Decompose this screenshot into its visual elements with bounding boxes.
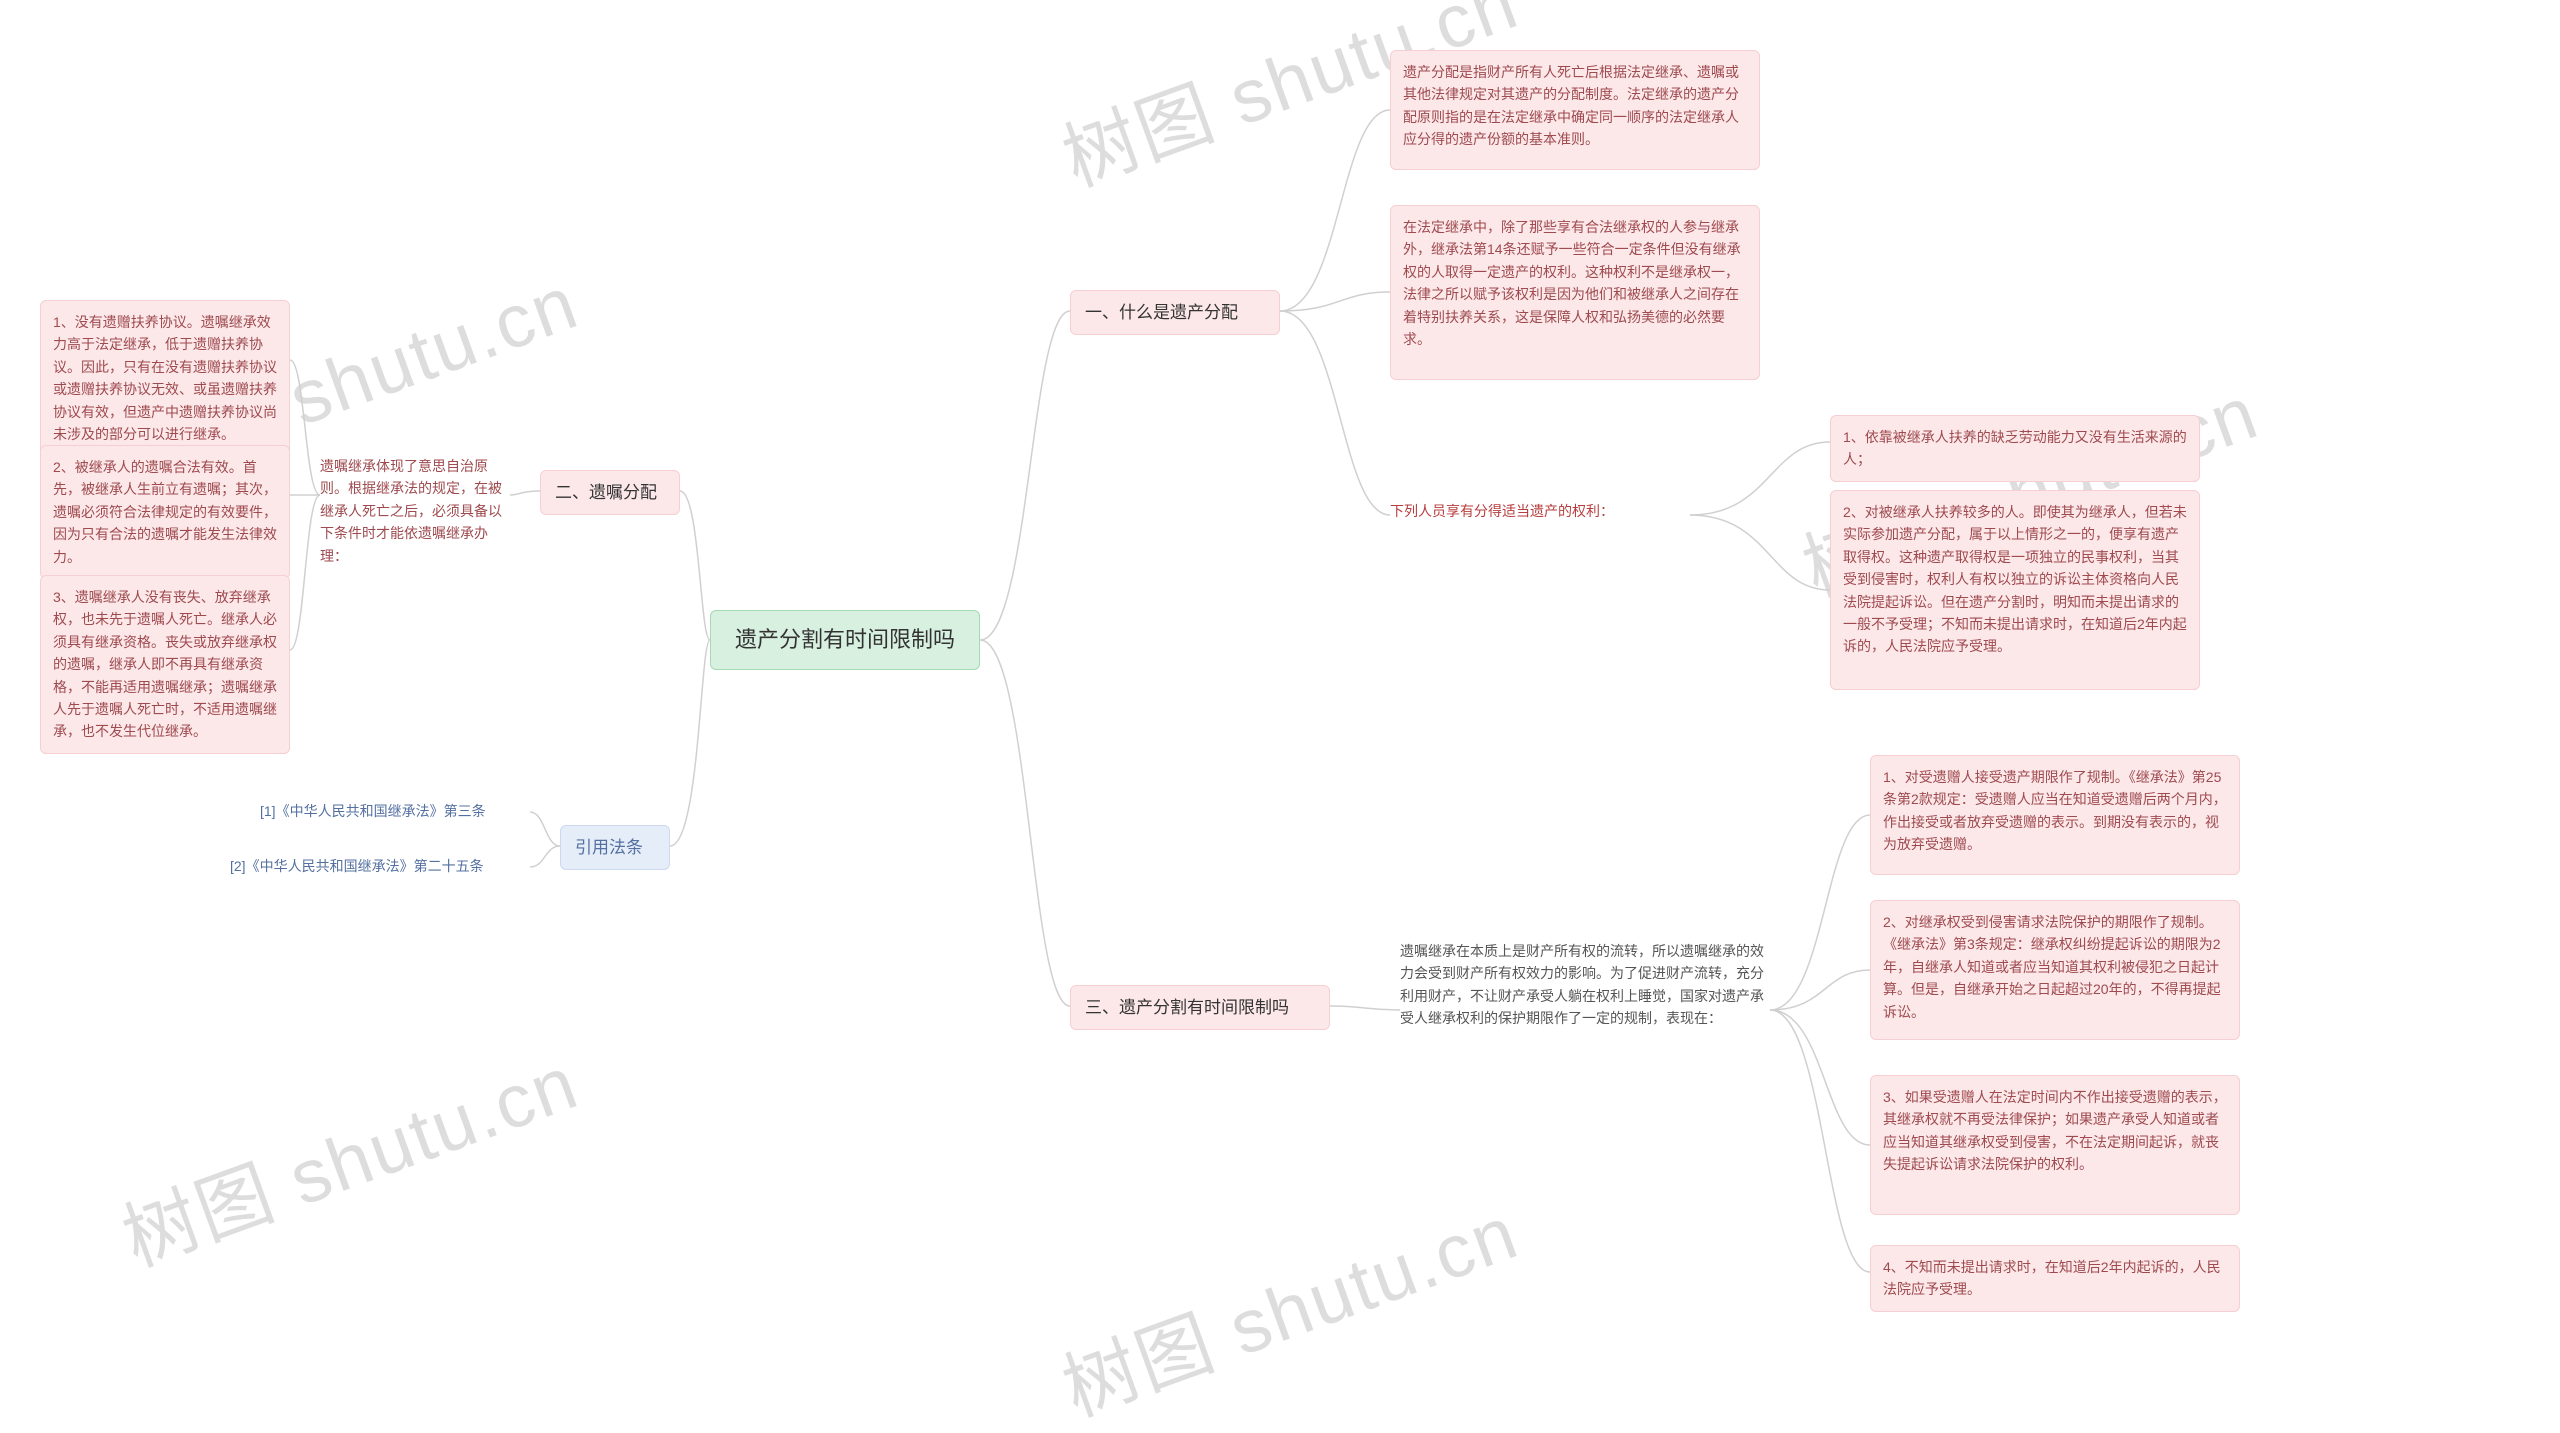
node-text: 2、对继承权受到侵害请求法院保护的期限作了规制。《继承法》第3条规定：继承权纠纷… [1883,914,2221,1020]
node-text: 遗产分配是指财产所有人死亡后根据法定继承、遗嘱或其他法律规定对其遗产的分配制度。… [1403,64,1739,147]
node-text: 遗嘱继承在本质上是财产所有权的流转，所以遗嘱继承的效力会受到财产所有权效力的影响… [1400,943,1764,1026]
mindmap-node: 1、没有遗赠扶养协议。遗嘱继承效力高于法定继承，低于遗赠扶养协议。因此，只有在没… [40,300,290,456]
mindmap-node: 引用法条 [560,825,670,870]
mindmap-node: 三、遗产分割有时间限制吗 [1070,985,1330,1030]
mindmap-text-node: 遗嘱继承在本质上是财产所有权的流转，所以遗嘱继承的效力会受到财产所有权效力的影响… [1400,940,1770,1030]
node-text: 3、遗嘱继承人没有丧失、放弃继承权，也未先于遗嘱人死亡。继承人必须具有继承资格。… [53,589,277,739]
mindmap-node: 2、对继承权受到侵害请求法院保护的期限作了规制。《继承法》第3条规定：继承权纠纷… [1870,900,2240,1040]
node-text: 4、不知而未提出请求时，在知道后2年内起诉的，人民法院应予受理。 [1883,1259,2221,1297]
node-text: 下列人员享有分得适当遗产的权利： [1390,503,1614,519]
mindmap-node: 1、对受遗赠人接受遗产期限作了规制。《继承法》第25条第2款规定：受遗赠人应当在… [1870,755,2240,875]
node-text: 一、什么是遗产分配 [1085,299,1238,326]
connectors-layer [0,0,2560,1433]
mindmap-text-node: [2]《中华人民共和国继承法》第二十五条 [230,855,530,877]
center-node-text: 遗产分割有时间限制吗 [735,622,955,657]
mindmap-node: 3、遗嘱继承人没有丧失、放弃继承权，也未先于遗嘱人死亡。继承人必须具有继承资格。… [40,575,290,754]
node-text: 遗嘱继承体现了意思自治原则。根据继承法的规定，在被继承人死亡之后，必须具备以下条… [320,458,502,564]
mindmap-node: 2、被继承人的遗嘱合法有效。首先，被继承人生前立有遗嘱；其次，遗嘱必须符合法律规… [40,445,290,579]
node-text: 1、没有遗赠扶养协议。遗嘱继承效力高于法定继承，低于遗赠扶养协议。因此，只有在没… [53,314,277,442]
mindmap-node: 在法定继承中，除了那些享有合法继承权的人参与继承外，继承法第14条还赋予一些符合… [1390,205,1760,380]
node-text: 2、被继承人的遗嘱合法有效。首先，被继承人生前立有遗嘱；其次，遗嘱必须符合法律规… [53,459,277,565]
node-text: 1、依靠被继承人扶养的缺乏劳动能力又没有生活来源的人； [1843,429,2187,467]
mindmap-node: 4、不知而未提出请求时，在知道后2年内起诉的，人民法院应予受理。 [1870,1245,2240,1312]
node-text: 二、遗嘱分配 [555,479,657,506]
mindmap-node: 二、遗嘱分配 [540,470,680,515]
node-text: 引用法条 [575,834,643,861]
node-text: 1、对受遗赠人接受遗产期限作了规制。《继承法》第25条第2款规定：受遗赠人应当在… [1883,769,2227,852]
mindmap-text-node: 遗嘱继承体现了意思自治原则。根据继承法的规定，在被继承人死亡之后，必须具备以下条… [320,455,510,567]
node-text: 2、对被继承人扶养较多的人。即使其为继承人，但若未实际参加遗产分配，属于以上情形… [1843,504,2187,654]
node-text: [1]《中华人民共和国继承法》第三条 [260,803,486,819]
mindmap-text-node: [1]《中华人民共和国继承法》第三条 [260,800,530,822]
mindmap-node: 1、依靠被继承人扶养的缺乏劳动能力又没有生活来源的人； [1830,415,2200,482]
mindmap-node: 一、什么是遗产分配 [1070,290,1280,335]
node-text: 三、遗产分割有时间限制吗 [1085,994,1289,1021]
mindmap-text-node: 下列人员享有分得适当遗产的权利： [1390,500,1690,522]
center-node: 遗产分割有时间限制吗 [710,610,980,670]
node-text: [2]《中华人民共和国继承法》第二十五条 [230,858,484,874]
mindmap-node: 2、对被继承人扶养较多的人。即使其为继承人，但若未实际参加遗产分配，属于以上情形… [1830,490,2200,690]
node-text: 3、如果受遗赠人在法定时间内不作出接受遗赠的表示，其继承权就不再受法律保护；如果… [1883,1089,2227,1172]
node-text: 在法定继承中，除了那些享有合法继承权的人参与继承外，继承法第14条还赋予一些符合… [1403,219,1741,347]
mindmap-node: 3、如果受遗赠人在法定时间内不作出接受遗赠的表示，其继承权就不再受法律保护；如果… [1870,1075,2240,1215]
mindmap-node: 遗产分配是指财产所有人死亡后根据法定继承、遗嘱或其他法律规定对其遗产的分配制度。… [1390,50,1760,170]
